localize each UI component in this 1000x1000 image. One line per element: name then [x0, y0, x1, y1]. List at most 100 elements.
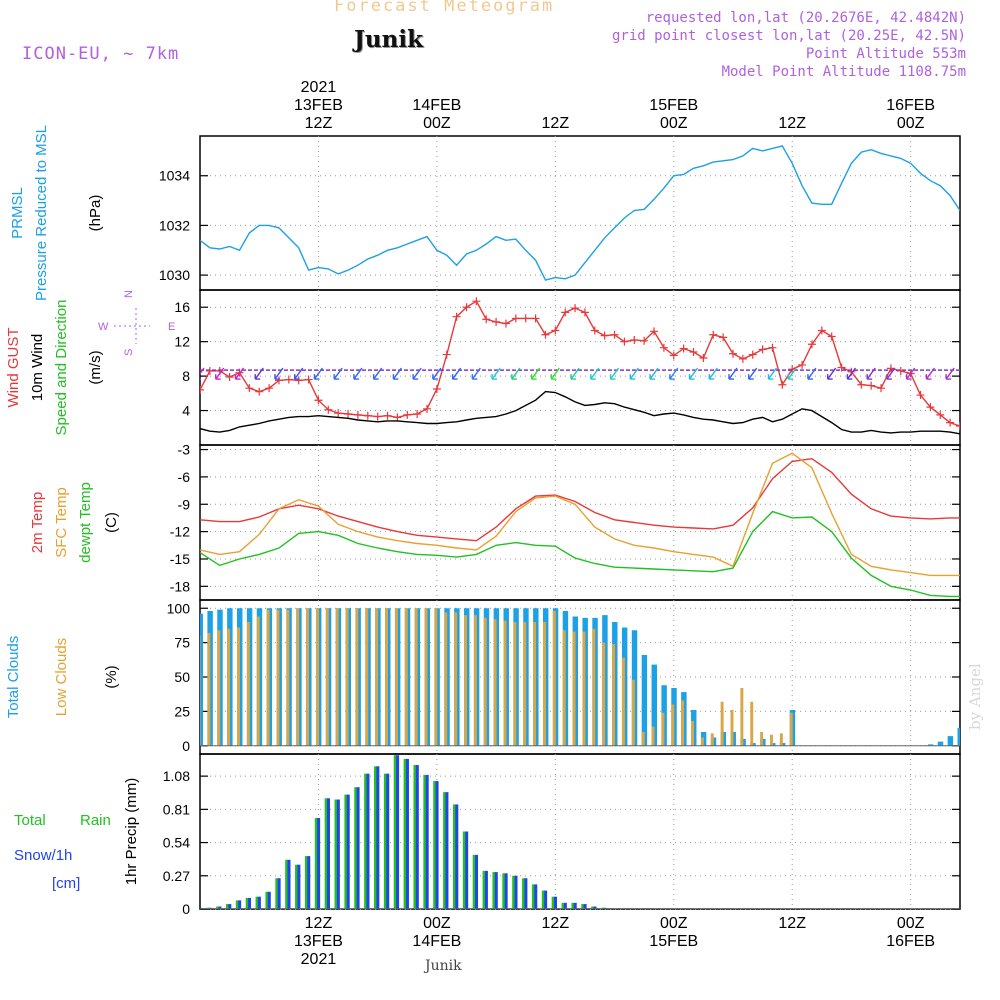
- panel-label: Low Clouds: [53, 638, 70, 716]
- bar: [335, 608, 339, 746]
- bar: [631, 679, 635, 746]
- bar: [433, 781, 437, 909]
- gust-marker: [748, 350, 757, 359]
- wind-barb: [945, 367, 955, 380]
- bar: [621, 657, 625, 746]
- bar: [483, 617, 487, 746]
- panel-label: Total Clouds: [5, 636, 22, 719]
- bar: [245, 897, 249, 909]
- bar: [452, 804, 456, 909]
- wind-barb: [570, 367, 580, 380]
- gust-marker: [699, 354, 708, 363]
- bar: [494, 872, 498, 909]
- wind-barb: [254, 367, 264, 380]
- y-tick-label: -15: [170, 551, 190, 567]
- bar: [396, 755, 400, 909]
- gust-marker: [403, 410, 412, 419]
- precip-label-total: Total: [14, 812, 46, 829]
- bar: [200, 635, 201, 746]
- bar: [413, 765, 417, 909]
- series-line: [200, 452, 960, 577]
- wind-barb: [629, 367, 639, 380]
- y-tick-label: 0: [182, 901, 190, 917]
- top-time-label: 12Z: [778, 115, 806, 132]
- top-time-label: 00Z: [423, 115, 451, 132]
- gust-marker: [689, 348, 698, 356]
- y-tick-label: 0.27: [163, 868, 190, 884]
- bar: [344, 794, 348, 909]
- gust-marker: [561, 308, 570, 317]
- gust-marker: [886, 364, 895, 373]
- bar: [473, 615, 477, 746]
- bar: [534, 884, 538, 909]
- requested-coords: requested lon,lat (20.2676E, 42.4842N): [645, 10, 966, 26]
- top-time-label: 00Z: [897, 115, 925, 132]
- bar: [435, 781, 439, 909]
- gust-marker: [373, 412, 382, 421]
- bar: [385, 608, 389, 746]
- gust-marker: [265, 384, 274, 393]
- y-tick-label: 50: [174, 669, 190, 685]
- gust-marker: [393, 413, 402, 422]
- location-title: Junik: [354, 26, 423, 53]
- bar: [573, 902, 577, 909]
- panel-label: Wind GUST: [5, 327, 22, 407]
- bar: [531, 884, 535, 909]
- gust-marker: [709, 330, 718, 339]
- bar: [200, 907, 202, 909]
- bar: [246, 622, 250, 746]
- bar: [551, 896, 555, 909]
- bar: [228, 904, 232, 909]
- unit-label: (%): [103, 665, 120, 688]
- bar: [561, 902, 565, 909]
- bottom-time-label: 00Z: [660, 915, 688, 932]
- bar: [196, 908, 199, 909]
- y-tick-label: 75: [174, 635, 190, 651]
- bar: [730, 710, 734, 746]
- gridpoint-coords: grid point closest lon,lat (20.25E, 42.5…: [611, 28, 966, 44]
- bar: [750, 701, 754, 746]
- wind-barb: [294, 367, 304, 380]
- bar: [779, 733, 783, 746]
- bottom-time-label: 00Z: [423, 915, 451, 932]
- bar: [661, 712, 665, 746]
- bar: [602, 642, 606, 746]
- wind-barb: [609, 367, 620, 380]
- bar: [277, 878, 281, 909]
- wind-barb: [649, 367, 659, 380]
- wind-barb: [451, 367, 462, 380]
- y-tick-label: 0.54: [163, 835, 190, 851]
- series-line: [200, 390, 960, 435]
- compass-w: W: [98, 321, 109, 333]
- bar: [789, 712, 793, 746]
- top-time-label: 14FEB: [412, 97, 461, 114]
- wind-barb: [826, 367, 837, 380]
- gust-marker: [728, 349, 737, 358]
- wind-barb: [392, 367, 402, 380]
- bar: [364, 773, 368, 909]
- gust-marker: [798, 360, 807, 369]
- bar: [603, 907, 607, 909]
- series-line: [200, 300, 960, 427]
- bar: [514, 875, 518, 909]
- bar: [324, 798, 328, 909]
- bar: [237, 627, 240, 746]
- bar: [255, 896, 259, 909]
- bar: [315, 608, 319, 746]
- bar: [225, 904, 229, 909]
- gust-marker: [521, 314, 530, 323]
- wind-barb: [530, 367, 541, 380]
- bar: [200, 613, 203, 746]
- bar: [208, 907, 212, 909]
- bar: [415, 765, 419, 909]
- panel-frame: [199, 289, 961, 446]
- gust-marker: [452, 312, 461, 321]
- top-time-label: 13FEB: [294, 97, 343, 114]
- gust-marker: [383, 411, 392, 420]
- gust-marker: [294, 376, 303, 385]
- panel-wind: 4 8 12 16 Wind GUST 10m Wind Speed and Directi…: [5, 289, 961, 446]
- gust-marker: [205, 366, 214, 375]
- bar: [504, 873, 508, 909]
